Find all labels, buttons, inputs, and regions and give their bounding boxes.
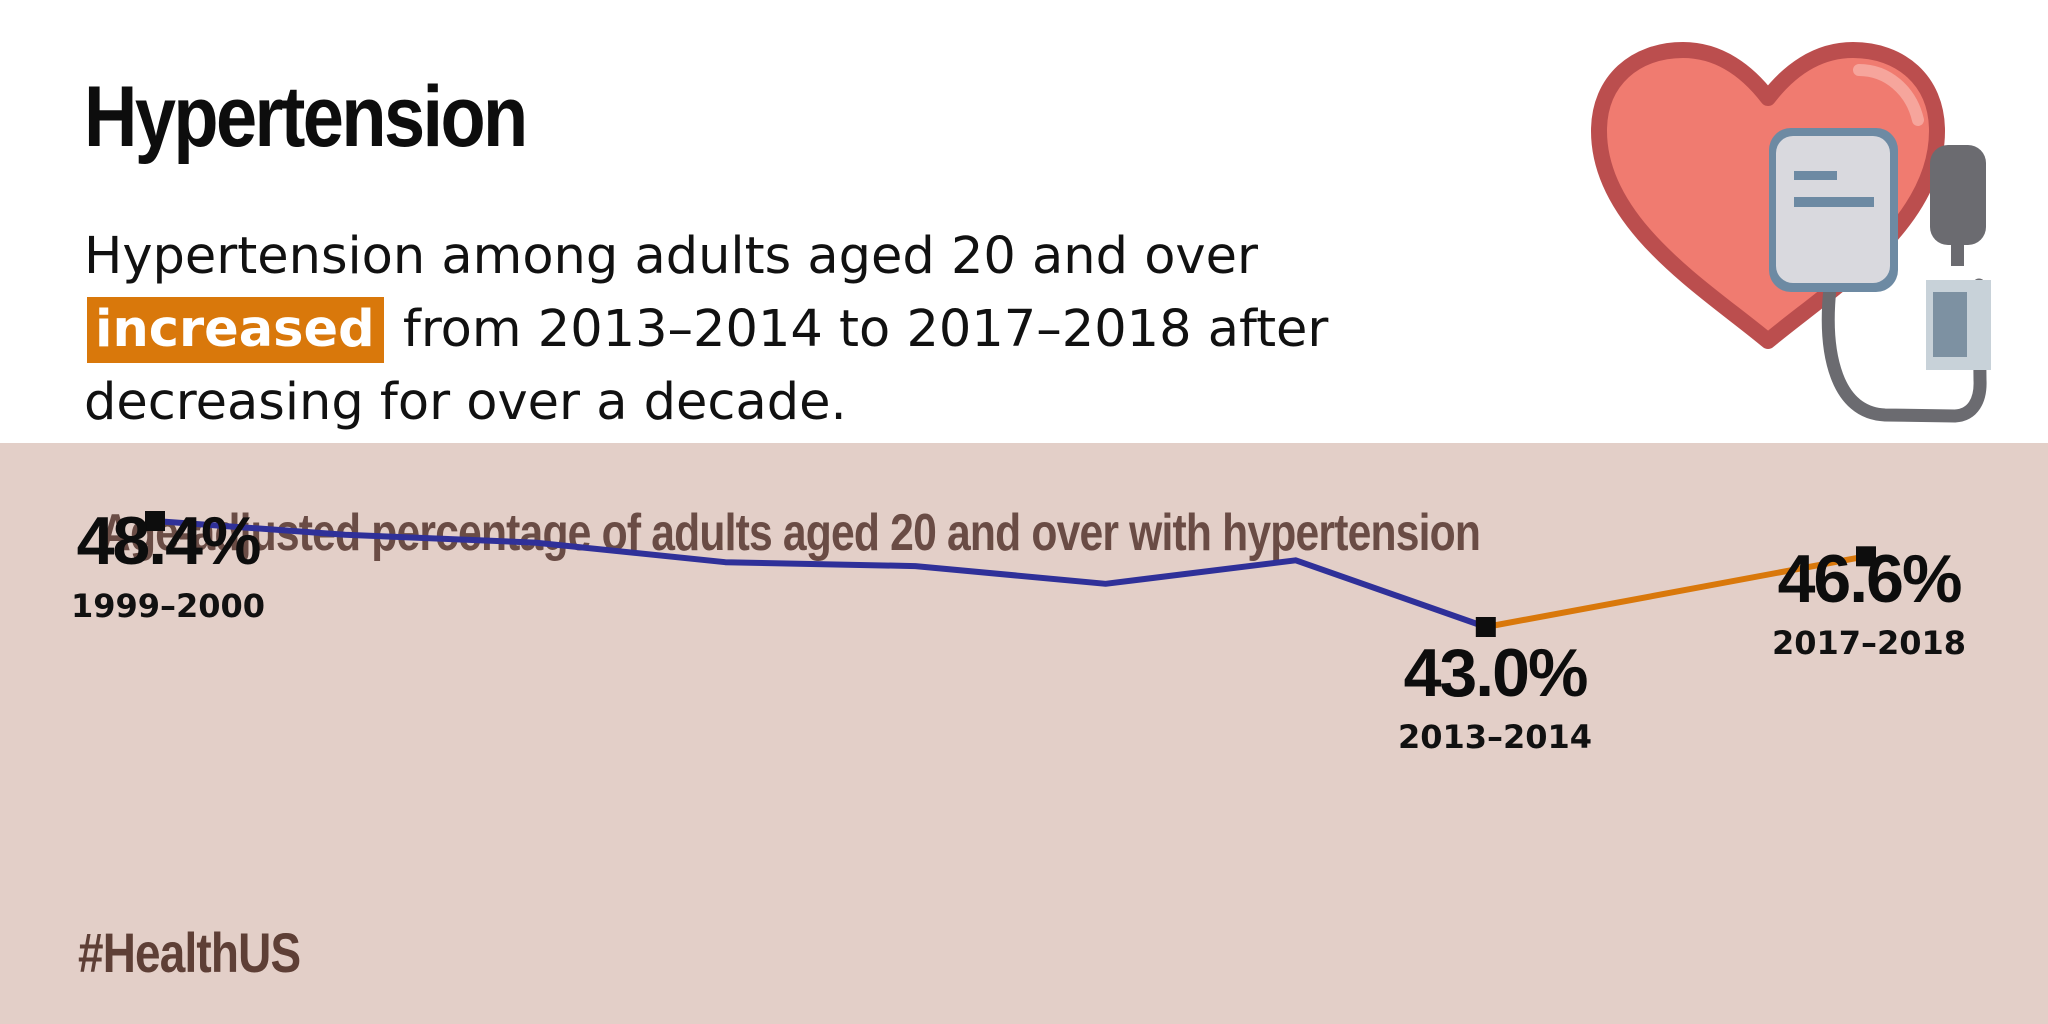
hypertension-illustration [1591, 42, 1991, 423]
page-title: Hypertension [84, 69, 528, 165]
chart-background-band [0, 443, 2048, 1024]
series-line-decrease [152, 518, 1489, 630]
point-marker-1999–2000 [145, 511, 165, 531]
hypertension-line-chart: 48.4% 1999–2000 43.0% 2013–2014 46.6% 2017–20… [71, 503, 1966, 756]
chart-markers [145, 511, 1876, 637]
year-label-2017–2018: 2017–2018 [1772, 624, 1966, 662]
summary-before-text: Hypertension among adults aged 20 and ov… [84, 227, 1258, 286]
summary-text: Hypertension among adults aged 20 and ov… [84, 220, 1564, 439]
summary-highlight-badge: increased [87, 297, 384, 363]
chart-lines [152, 518, 1869, 630]
point-marker-2017–2018 [1856, 546, 1876, 567]
value-label-2017–2018: 46.6% [1778, 541, 1961, 617]
summary-after-text: from 2013–2014 to 2017–2018 after decrea… [84, 300, 1329, 432]
point-marker-2013–2014 [1475, 617, 1496, 637]
year-label-2013–2014: 2013–2014 [1398, 718, 1592, 756]
blood-pressure-monitor-icon [1769, 128, 1991, 423]
chart-labels: 48.4% 1999–2000 43.0% 2013–2014 46.6% 2017–20… [71, 503, 1966, 756]
year-label-1999–2000: 1999–2000 [71, 587, 265, 625]
hashtag: #HealthUS [78, 921, 301, 984]
series-line-increase [1482, 553, 1869, 630]
value-label-1999–2000: 48.4% [77, 503, 260, 579]
value-label-2013–2014: 43.0% [1404, 635, 1587, 711]
